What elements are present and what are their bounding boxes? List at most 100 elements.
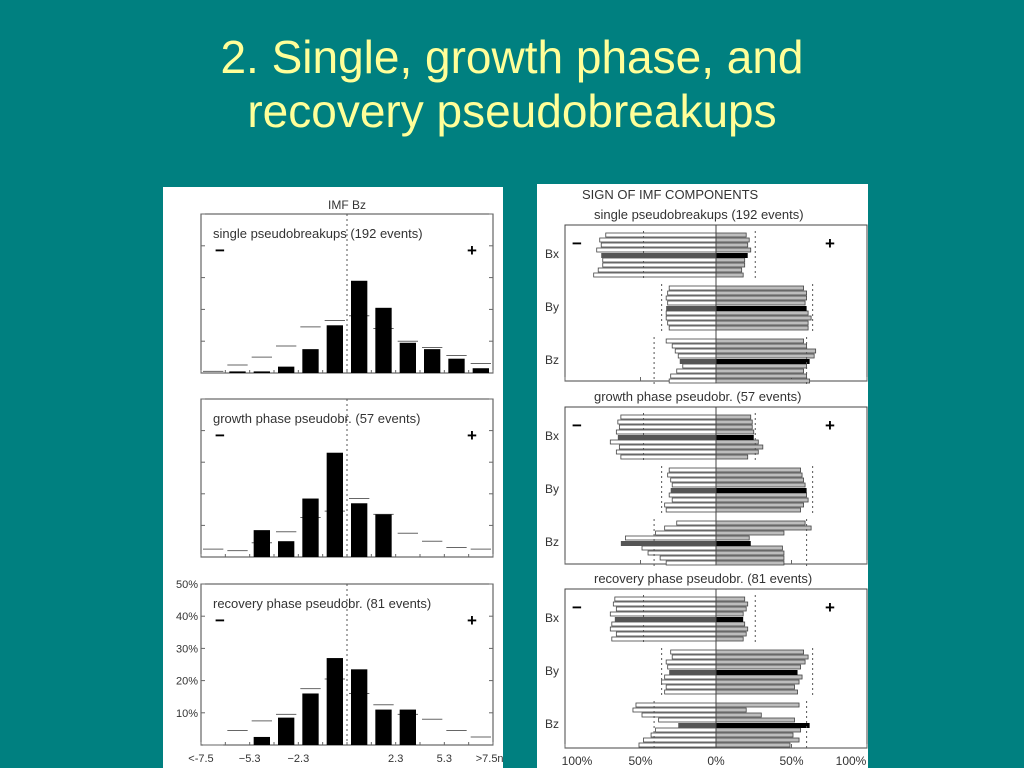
negative-bar	[609, 611, 717, 617]
positive-bar	[715, 507, 801, 513]
negative-bar	[668, 378, 717, 384]
bz-panel-1: single pseudobreakups (192 events)− +	[200, 213, 494, 374]
negative-bar	[615, 606, 717, 612]
positive-bar	[715, 717, 795, 723]
component-label: Bz	[545, 353, 559, 367]
component-group-by: By	[545, 648, 814, 696]
negative-bar	[668, 467, 717, 473]
negative-bar	[677, 353, 717, 359]
positive-bar	[715, 237, 750, 243]
negative-bar	[671, 482, 717, 488]
positive-bar	[715, 373, 807, 379]
x-tick-label: −2.3	[287, 753, 309, 765]
x-tick-label: 0%	[707, 754, 725, 768]
negative-bar	[665, 338, 717, 344]
positive-bar	[715, 702, 800, 708]
positive-bar	[715, 545, 783, 551]
y-tick-label: 50%	[176, 579, 198, 591]
histogram-bar	[375, 514, 392, 557]
negative-bar	[668, 325, 717, 331]
positive-bar	[715, 320, 809, 326]
x-tick-label: 100%	[836, 754, 867, 768]
histogram-bar	[302, 693, 319, 745]
imf-sign-chart: SIGN OF IMF COMPONENTS single pseudobreak…	[545, 187, 868, 768]
negative-bar	[665, 315, 717, 321]
negative-bar	[664, 689, 717, 695]
negative-bar	[665, 507, 717, 513]
histogram-bar	[351, 503, 368, 557]
histogram-bar	[326, 452, 343, 557]
positive-bar	[715, 649, 804, 655]
plus-sign: +	[825, 416, 835, 435]
positive-bar	[715, 727, 801, 733]
positive-bar	[715, 611, 744, 617]
minus-sign: −	[215, 426, 225, 445]
positive-bar	[715, 295, 807, 301]
positive-bar	[715, 689, 798, 695]
component-label: Bz	[545, 717, 559, 731]
negative-bar	[665, 295, 717, 301]
highlight-positive-bar	[716, 541, 751, 546]
panel-label: recovery phase pseudobr. (81 events)	[594, 571, 812, 586]
negative-bar	[615, 631, 717, 637]
slide-title: 2. Single, growth phase, and recovery ps…	[0, 30, 1024, 138]
negative-bar	[665, 310, 717, 316]
positive-bar	[715, 535, 750, 541]
slide-title-line-1: 2. Single, growth phase, and	[220, 31, 804, 83]
positive-bar	[715, 606, 747, 612]
positive-bar	[715, 348, 817, 354]
positive-bar	[715, 482, 806, 488]
positive-bar	[715, 414, 752, 420]
positive-bar	[715, 525, 812, 531]
positive-bar	[715, 310, 809, 316]
highlight-negative-bar	[670, 488, 716, 493]
negative-bar	[676, 368, 717, 374]
positive-bar	[715, 368, 804, 374]
positive-bar	[715, 472, 803, 478]
highlight-positive-bar	[716, 617, 744, 622]
histogram-bar	[278, 717, 295, 745]
histogram-bar	[448, 358, 465, 373]
positive-bar	[715, 285, 804, 291]
highlight-positive-bar	[716, 253, 748, 258]
negative-bar	[609, 439, 717, 445]
positive-bar	[715, 674, 803, 680]
histogram-bar	[229, 371, 246, 373]
component-label: By	[545, 482, 559, 496]
histogram-bar	[351, 280, 368, 373]
positive-bar	[715, 737, 800, 743]
x-tick-label: 100%	[562, 754, 593, 768]
negative-bar	[655, 727, 717, 733]
negative-bar	[641, 712, 717, 718]
y-tick-label: 40%	[176, 611, 198, 623]
negative-bar	[593, 272, 717, 278]
negative-bar	[605, 232, 717, 238]
negative-bar	[667, 320, 717, 326]
histogram-bar	[424, 349, 441, 373]
negative-bar	[671, 654, 717, 660]
positive-bar	[715, 424, 753, 430]
component-label: Bx	[545, 611, 559, 625]
negative-bar	[650, 732, 717, 738]
histogram-bar	[399, 709, 416, 745]
x-tick-label: 50%	[779, 754, 803, 768]
histogram-bar	[326, 325, 343, 373]
slide-title-line-2: recovery pseudobreakups	[247, 85, 777, 137]
positive-bar	[715, 477, 804, 483]
positive-bar	[715, 679, 800, 685]
minus-sign: −	[215, 611, 225, 630]
positive-bar	[715, 684, 795, 690]
positive-bar	[715, 631, 747, 637]
positive-bar	[715, 449, 759, 455]
negative-bar	[665, 560, 717, 566]
histogram-bar	[278, 366, 295, 373]
negative-bar	[668, 492, 717, 498]
component-group-bz: Bz	[545, 337, 817, 385]
negative-bar	[670, 477, 717, 483]
positive-bar	[715, 520, 806, 526]
negative-bar	[667, 664, 717, 670]
negative-bar	[602, 257, 717, 263]
positive-bar	[715, 497, 809, 503]
positive-bar	[715, 439, 759, 445]
